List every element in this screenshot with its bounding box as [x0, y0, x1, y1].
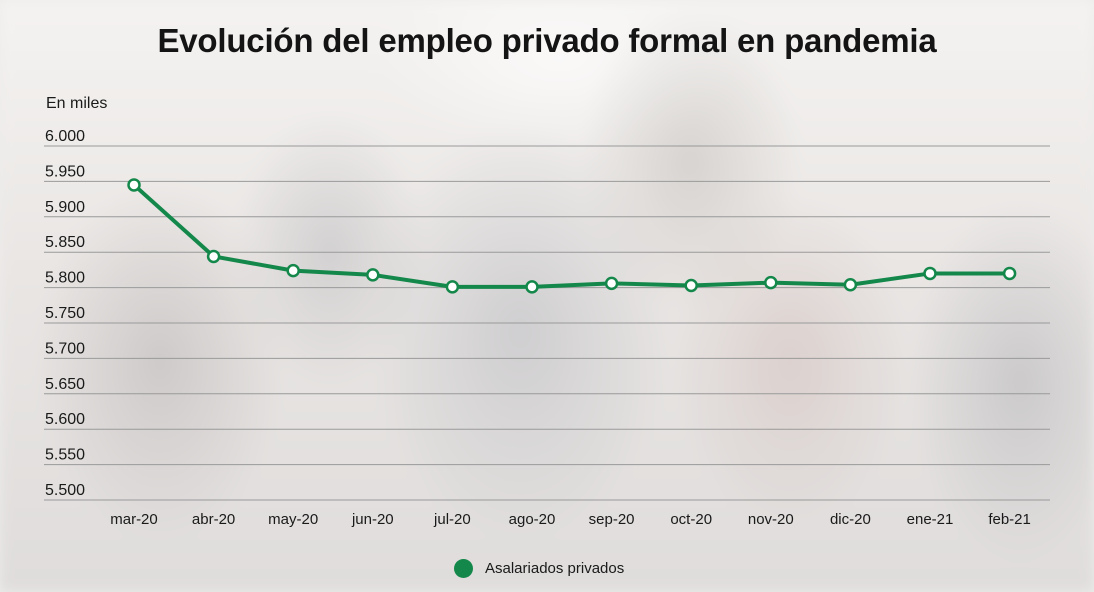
- x-tick-label: jun-20: [351, 511, 394, 528]
- legend-label: Asalariados privados: [485, 560, 625, 577]
- x-tick-label: mar-20: [110, 511, 158, 528]
- x-tick-label: oct-20: [670, 511, 712, 528]
- y-tick-label: 6.000: [45, 128, 85, 145]
- data-point: [604, 276, 619, 291]
- data-point: [684, 278, 698, 293]
- y-tick-label: 5.950: [45, 163, 85, 180]
- y-tick-label: 5.800: [45, 270, 85, 287]
- y-tick-label: 5.650: [45, 376, 85, 393]
- y-tick-label: 5.750: [45, 305, 85, 322]
- series-line: [132, 182, 1012, 289]
- y-tick-label: 5.700: [45, 340, 85, 357]
- x-tick-label: may-20: [268, 511, 318, 528]
- data-point: [764, 275, 778, 290]
- y-tick-label: 5.550: [45, 447, 85, 464]
- y-tick-label: 5.850: [45, 234, 85, 251]
- x-tick-label: nov-20: [748, 511, 794, 528]
- x-tick-label: feb-21: [988, 511, 1031, 528]
- legend-swatch: [454, 559, 473, 578]
- data-point: [923, 266, 937, 281]
- y-axis-unit-label: En miles: [46, 95, 108, 112]
- y-tick-label: 5.500: [45, 482, 85, 499]
- data-point: [843, 278, 858, 292]
- data-point: [445, 280, 460, 294]
- data-point: [286, 263, 300, 278]
- chart-title: Evolución del empleo privado formal en p…: [157, 22, 937, 59]
- x-tick-label: jul-20: [433, 511, 471, 528]
- chart-legend: Asalariados privados: [454, 559, 624, 578]
- x-tick-label: ago-20: [509, 511, 556, 528]
- data-point: [366, 268, 380, 282]
- x-tick-label: abr-20: [192, 511, 235, 528]
- data-point: [127, 178, 141, 192]
- x-tick-label: sep-20: [589, 511, 635, 528]
- y-tick-label: 5.600: [45, 411, 85, 428]
- data-point: [206, 249, 221, 264]
- data-point: [525, 280, 539, 294]
- x-tick-label: dic-20: [830, 511, 871, 528]
- data-point: [1002, 266, 1017, 281]
- x-tick-label: ene-21: [907, 511, 954, 528]
- y-tick-label: 5.900: [45, 199, 85, 216]
